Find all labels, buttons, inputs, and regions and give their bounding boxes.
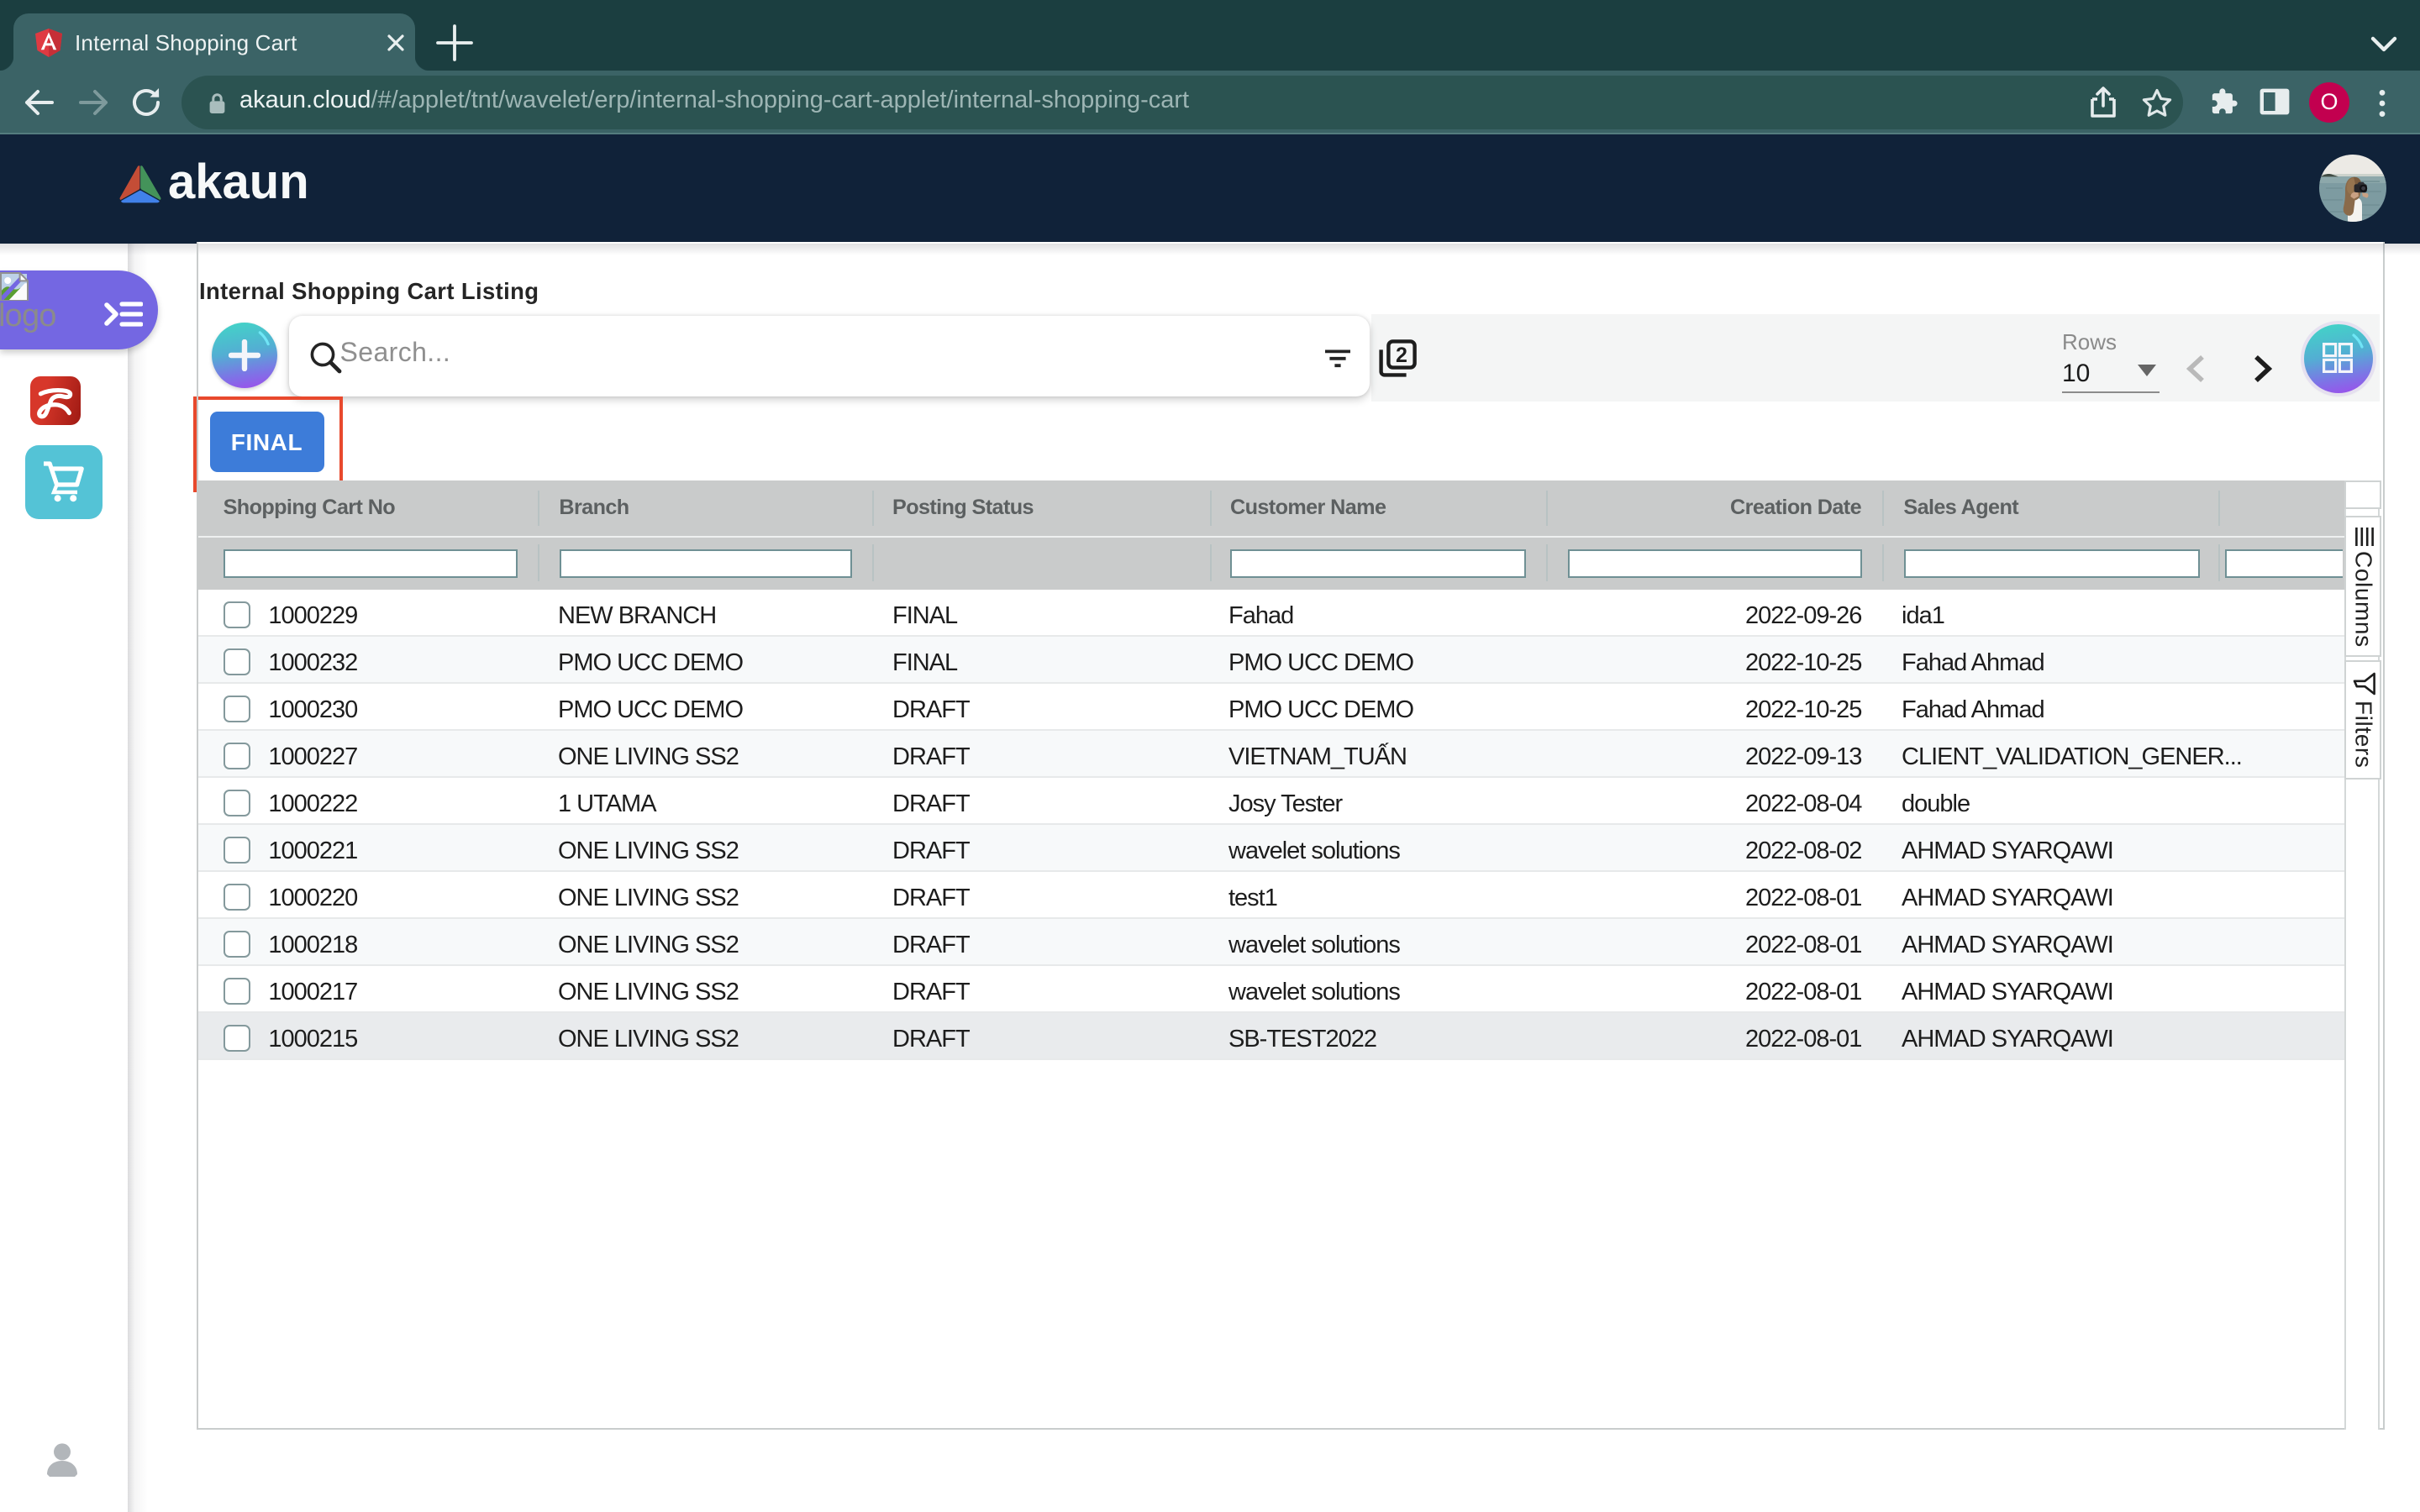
svg-text:2: 2 [1396, 343, 1407, 366]
